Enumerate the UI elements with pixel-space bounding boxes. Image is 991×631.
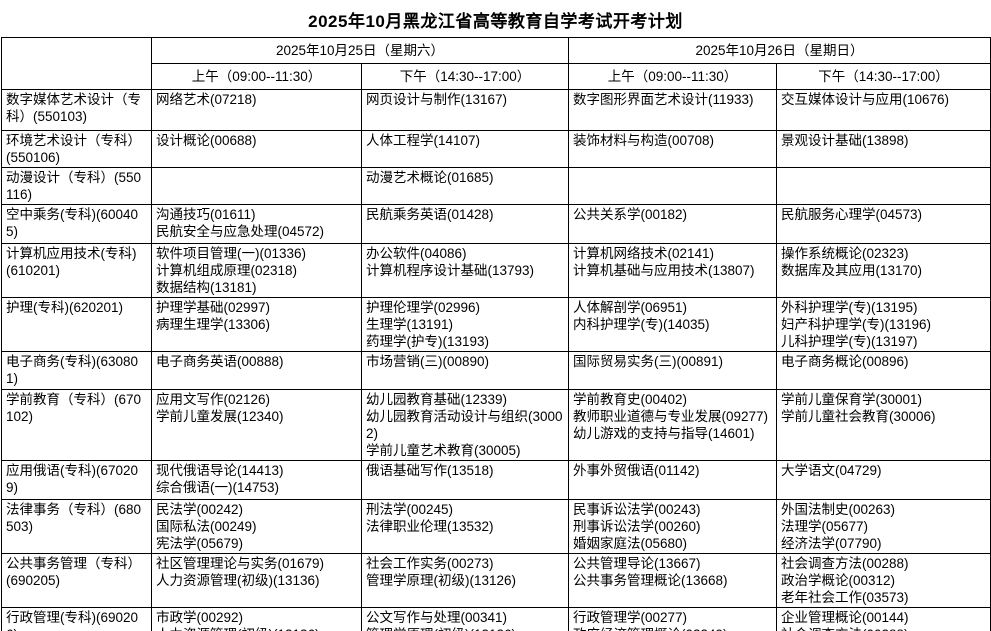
course-cell: 公共关系学(00182) xyxy=(568,204,778,244)
major-cell: 空中乘务(专科)(600405) xyxy=(1,204,152,244)
course-cell: 网页设计与制作(13167) xyxy=(360,89,570,131)
table-row: 电子商务(专科)(630801) 电子商务英语(00888) 市场营销(三)(0… xyxy=(1,351,991,390)
major-cell: 护理(专科)(620201) xyxy=(1,297,152,352)
course-cell: 设计概论(00688) xyxy=(151,130,362,168)
course-cell: 民法学(00242) 国际私法(00249) 宪法学(05679) xyxy=(151,499,362,554)
course-cell: 学前儿童保育学(30001) 学前儿童社会教育(30006) xyxy=(776,389,991,461)
table-row: 应用俄语(专科)(670209) 现代俄语导论(14413) 综合俄语(一)(1… xyxy=(1,460,991,500)
corner-cell xyxy=(1,37,152,90)
course-cell: 计算机网络技术(02141) 计算机基础与应用技术(13807) xyxy=(568,243,778,298)
page-title: 2025年10月黑龙江省高等教育自学考试开考计划 xyxy=(308,12,683,31)
course-cell: 人体工程学(14107) xyxy=(360,130,570,168)
table-row: 行政管理(专科)(690206) 市政学(00292) 人力资源管理(初级)(1… xyxy=(1,607,991,631)
table-row: 空中乘务(专科)(600405) 沟通技巧(01611) 民航安全与应急处理(0… xyxy=(1,204,991,244)
course-cell: 社会调查方法(00288) 政治学概论(00312) 老年社会工作(03573) xyxy=(776,553,991,608)
date-header-saturday: 2025年10月25日（星期六） xyxy=(150,37,570,64)
session-header-sun-pm: 下午（14:30--17:00） xyxy=(776,63,991,90)
course-cell: 俄语基础写作(13518) xyxy=(360,460,570,500)
course-cell: 外事外贸俄语(01142) xyxy=(568,460,778,500)
course-cell: 电子商务英语(00888) xyxy=(151,351,362,390)
table-row: 计算机应用技术(专科)(610201) 软件项目管理(一)(01336) 计算机… xyxy=(1,243,991,298)
major-cell: 数字媒体艺术设计（专科）(550103) xyxy=(1,89,152,131)
course-cell: 幼儿园教育基础(12339) 幼儿园教育活动设计与组织(30002) 学前儿童艺… xyxy=(360,389,570,461)
course-cell: 市场营销(三)(00890) xyxy=(360,351,570,390)
course-cell: 护理学基础(02997) 病理生理学(13306) xyxy=(151,297,362,352)
course-cell: 民航乘务英语(01428) xyxy=(360,204,570,244)
major-cell: 公共事务管理（专科）(690205) xyxy=(1,553,152,608)
major-cell: 环境艺术设计（专科）(550106) xyxy=(1,130,152,168)
course-cell xyxy=(776,167,991,205)
course-cell: 外国法制史(00263) 法理学(05677) 经济法学(07790) xyxy=(776,499,991,554)
table-row: 法律事务（专科）(680503) 民法学(00242) 国际私法(00249) … xyxy=(1,499,991,554)
course-cell: 刑法学(00245) 法律职业伦理(13532) xyxy=(360,499,570,554)
course-cell: 行政管理学(00277) 政府经济管理概论(03349) xyxy=(568,607,778,631)
course-cell: 护理伦理学(02996) 生理学(13191) 药理学(护专)(13193) xyxy=(360,297,570,352)
course-cell: 公共管理导论(13667) 公共事务管理概论(13668) xyxy=(568,553,778,608)
course-cell: 网络艺术(07218) xyxy=(151,89,362,131)
session-header-sat-pm: 下午（14:30--17:00） xyxy=(360,63,570,90)
course-cell: 国际贸易实务(三)(00891) xyxy=(568,351,778,390)
exam-schedule-table: 2025年10月25日（星期六） 2025年10月26日（星期日） 上午（09:… xyxy=(1,37,991,631)
course-cell: 数字图形界面艺术设计(11933) xyxy=(568,89,778,131)
course-cell: 民事诉讼法学(00243) 刑事诉讼法学(00260) 婚姻家庭法(05680) xyxy=(568,499,778,554)
course-cell: 办公软件(04086) 计算机程序设计基础(13793) xyxy=(360,243,570,298)
course-cell: 动漫艺术概论(01685) xyxy=(360,167,570,205)
course-cell: 学前教育史(00402) 教师职业道德与专业发展(09277) 幼儿游戏的支持与… xyxy=(568,389,778,461)
major-cell: 计算机应用技术(专科)(610201) xyxy=(1,243,152,298)
course-cell: 外科护理学(专)(13195) 妇产科护理学(专)(13196) 儿科护理学(专… xyxy=(776,297,991,352)
course-cell: 市政学(00292) 人力资源管理(初级)(13136) 当代中国政府与政治(1… xyxy=(151,607,362,631)
course-cell: 大学语文(04729) xyxy=(776,460,991,500)
table-row: 学前教育（专科）(670102) 应用文写作(02126) 学前儿童发展(123… xyxy=(1,389,991,461)
course-cell: 现代俄语导论(14413) 综合俄语(一)(14753) xyxy=(151,460,362,500)
major-cell: 电子商务(专科)(630801) xyxy=(1,351,152,390)
course-cell xyxy=(151,167,362,205)
course-cell: 社会工作实务(00273) 管理学原理(初级)(13126) xyxy=(360,553,570,608)
major-cell: 动漫设计（专科）(550116) xyxy=(1,167,152,205)
session-header-sun-am: 上午（09:00--11:30） xyxy=(568,63,778,90)
course-cell: 民航服务心理学(04573) xyxy=(776,204,991,244)
major-cell: 法律事务（专科）(680503) xyxy=(1,499,152,554)
table-row: 护理(专科)(620201) 护理学基础(02997) 病理生理学(13306)… xyxy=(1,297,991,352)
course-cell: 软件项目管理(一)(01336) 计算机组成原理(02318) 数据结构(131… xyxy=(151,243,362,298)
course-cell: 公文写作与处理(00341) 管理学原理(初级)(13126) xyxy=(360,607,570,631)
course-cell: 景观设计基础(13898) xyxy=(776,130,991,168)
table-row: 动漫设计（专科）(550116) 动漫艺术概论(01685) xyxy=(1,167,991,205)
session-header-sat-am: 上午（09:00--11:30） xyxy=(151,63,362,90)
date-header-sunday: 2025年10月26日（星期日） xyxy=(568,37,991,64)
course-cell: 装饰材料与构造(00708) xyxy=(568,130,778,168)
course-cell: 沟通技巧(01611) 民航安全与应急处理(04572) xyxy=(151,204,362,244)
major-cell: 行政管理(专科)(690206) xyxy=(1,607,152,631)
course-cell: 人体解剖学(06951) 内科护理学(专)(14035) xyxy=(568,297,778,352)
table-row: 环境艺术设计（专科）(550106) 设计概论(00688) 人体工程学(141… xyxy=(1,130,991,168)
table-row: 数字媒体艺术设计（专科）(550103) 网络艺术(07218) 网页设计与制作… xyxy=(1,89,991,131)
major-cell: 应用俄语(专科)(670209) xyxy=(1,460,152,500)
major-cell: 学前教育（专科）(670102) xyxy=(1,389,152,461)
course-cell: 社区管理理论与实务(01679) 人力资源管理(初级)(13136) xyxy=(151,553,362,608)
course-cell: 操作系统概论(02323) 数据库及其应用(13170) xyxy=(776,243,991,298)
course-cell: 应用文写作(02126) 学前儿童发展(12340) xyxy=(151,389,362,461)
course-cell: 企业管理概论(00144) 社会调查方法(00288) 政治学概论(00312) xyxy=(776,607,991,631)
table-row: 公共事务管理（专科）(690205) 社区管理理论与实务(01679) 人力资源… xyxy=(1,553,991,608)
course-cell xyxy=(568,167,778,205)
course-cell: 电子商务概论(00896) xyxy=(776,351,991,390)
course-cell: 交互媒体设计与应用(10676) xyxy=(776,89,991,131)
